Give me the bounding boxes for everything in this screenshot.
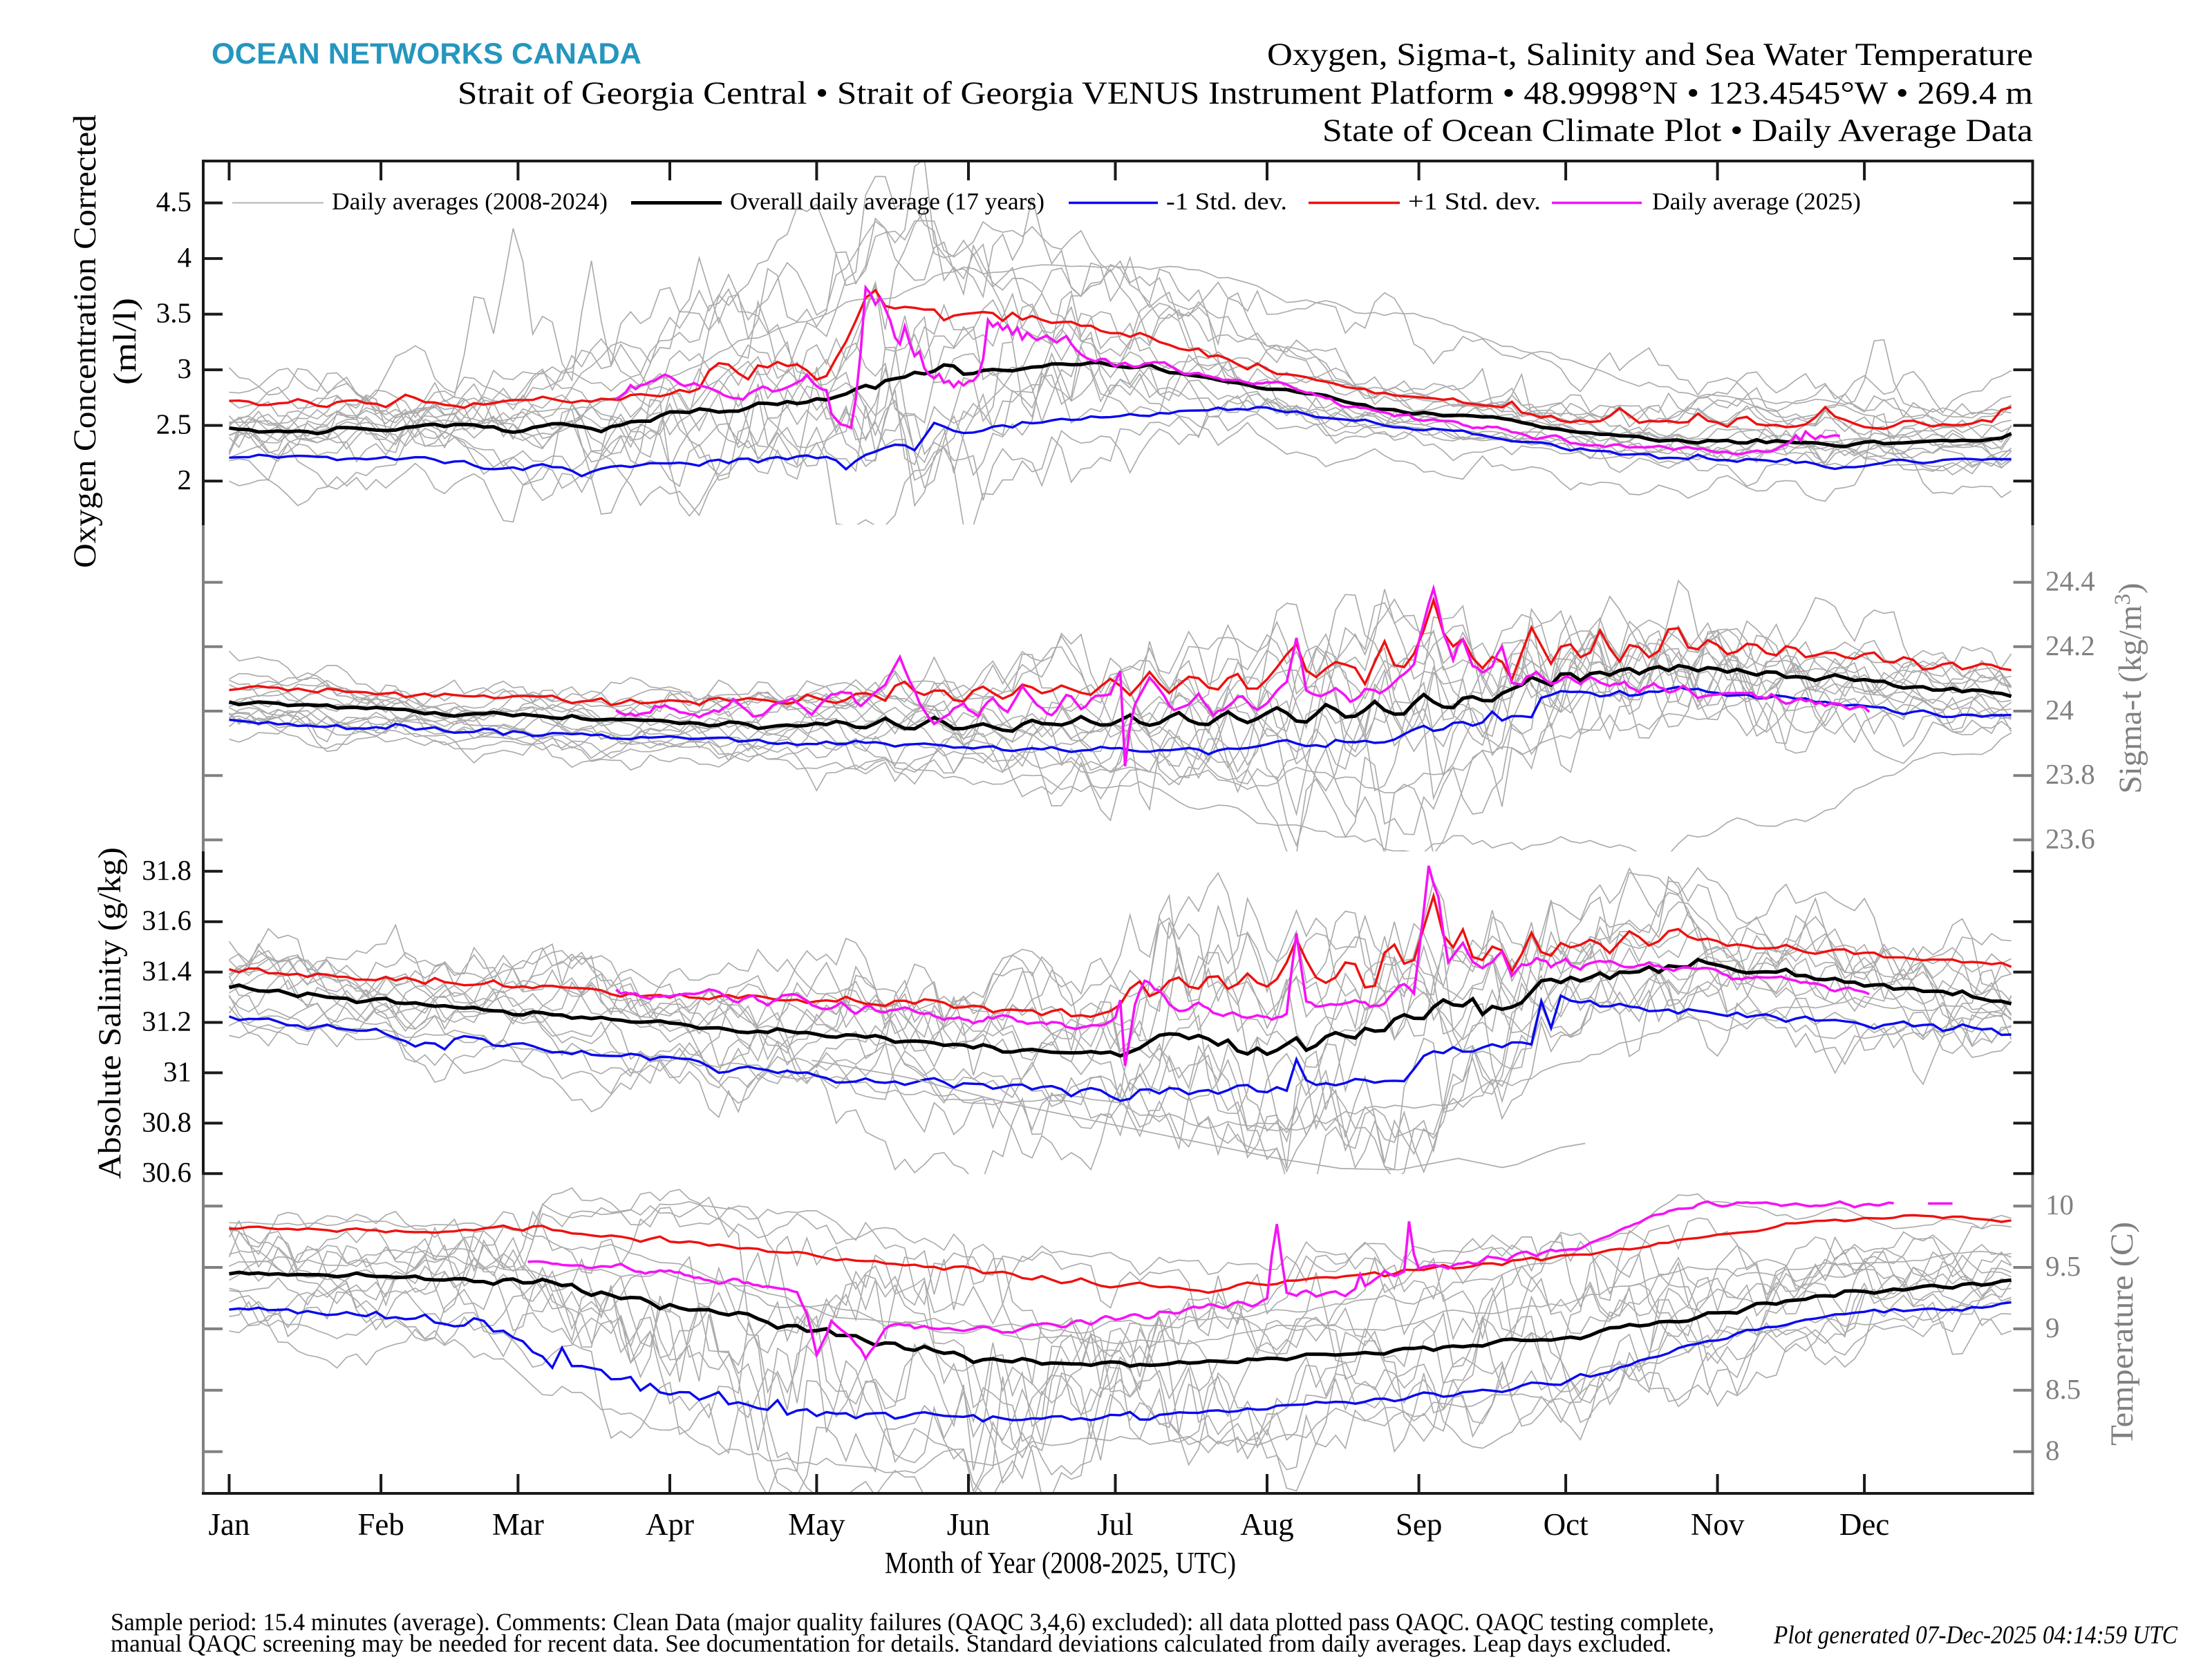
svg-text:24: 24 <box>2045 694 2074 726</box>
svg-text:Jul: Jul <box>1097 1507 1134 1542</box>
svg-text:31.6: 31.6 <box>142 905 191 936</box>
svg-text:2: 2 <box>178 464 192 495</box>
svg-text:Absolute Salinity (g/kg): Absolute Salinity (g/kg) <box>92 847 128 1179</box>
svg-text:Daily average (2025): Daily average (2025) <box>1652 187 1861 215</box>
svg-text:31.2: 31.2 <box>142 1005 191 1037</box>
svg-text:9.5: 9.5 <box>2045 1250 2081 1282</box>
svg-text:24.2: 24.2 <box>2045 630 2095 661</box>
svg-text:8.5: 8.5 <box>2045 1373 2081 1405</box>
svg-text:manual QAQC screening may be n: manual QAQC screening may be needed for … <box>111 1630 1671 1657</box>
svg-text:May: May <box>788 1507 845 1542</box>
svg-text:-1 Std. dev.: -1 Std. dev. <box>1166 187 1287 215</box>
svg-text:Aug: Aug <box>1240 1507 1294 1542</box>
svg-text:8: 8 <box>2045 1435 2060 1466</box>
svg-text:Plot generated 07-Dec-2025 04:: Plot generated 07-Dec-2025 04:14:59 UTC <box>1773 1621 2178 1650</box>
svg-text:30.6: 30.6 <box>142 1156 191 1188</box>
svg-text:24.4: 24.4 <box>2045 565 2095 597</box>
svg-text:31.4: 31.4 <box>142 955 191 987</box>
svg-text:OCEAN NETWORKS CANADA: OCEAN NETWORKS CANADA <box>212 37 641 70</box>
svg-text:Daily averages (2008-2024): Daily averages (2008-2024) <box>332 187 608 215</box>
svg-text:4.5: 4.5 <box>156 186 191 218</box>
svg-text:23.6: 23.6 <box>2045 822 2095 854</box>
svg-text:31: 31 <box>163 1055 191 1087</box>
svg-text:Oxygen, Sigma-t, Salinity and: Oxygen, Sigma-t, Salinity and Sea Water … <box>1267 37 2033 73</box>
svg-text:Nov: Nov <box>1691 1507 1745 1542</box>
svg-text:23.8: 23.8 <box>2045 758 2095 790</box>
svg-text:3: 3 <box>178 352 192 384</box>
svg-text:2.5: 2.5 <box>156 408 191 440</box>
svg-text:Jun: Jun <box>947 1507 991 1542</box>
svg-text:Oxygen Concentration Corrected: Oxygen Concentration Corrected <box>67 115 103 568</box>
svg-text:4: 4 <box>178 241 192 273</box>
svg-text:10: 10 <box>2045 1189 2074 1220</box>
svg-text:Feb: Feb <box>357 1507 404 1542</box>
svg-text:Sample period: 15.4 minutes (a: Sample period: 15.4 minutes (average). C… <box>111 1608 1714 1636</box>
svg-text:Month of Year (2008-2025, UTC): Month of Year (2008-2025, UTC) <box>885 1546 1236 1580</box>
svg-text:+1 Std. dev.: +1 Std. dev. <box>1408 187 1541 215</box>
svg-text:30.8: 30.8 <box>142 1106 191 1137</box>
svg-text:3.5: 3.5 <box>156 297 191 329</box>
svg-text:Mar: Mar <box>492 1507 544 1542</box>
svg-text:31.8: 31.8 <box>142 854 191 886</box>
svg-text:Sep: Sep <box>1396 1507 1443 1542</box>
svg-text:Jan: Jan <box>209 1507 250 1542</box>
svg-text:Overall daily average (17 year: Overall daily average (17 years) <box>730 187 1044 215</box>
svg-text:Sigma-t (kg/m3): Sigma-t (kg/m3) <box>2110 583 2148 794</box>
svg-text:9: 9 <box>2045 1312 2060 1343</box>
svg-text:Strait of Georgia Central • St: Strait of Georgia Central • Strait of Ge… <box>458 75 2033 111</box>
svg-text:Oct: Oct <box>1544 1507 1588 1542</box>
svg-text:Temperature (C): Temperature (C) <box>2104 1222 2140 1446</box>
svg-text:State of Ocean Climate Plot •: State of Ocean Climate Plot • Daily Aver… <box>1322 113 2033 149</box>
svg-text:Dec: Dec <box>1839 1507 1889 1542</box>
svg-text:(ml/l): (ml/l) <box>107 298 143 385</box>
svg-text:Apr: Apr <box>646 1507 694 1542</box>
